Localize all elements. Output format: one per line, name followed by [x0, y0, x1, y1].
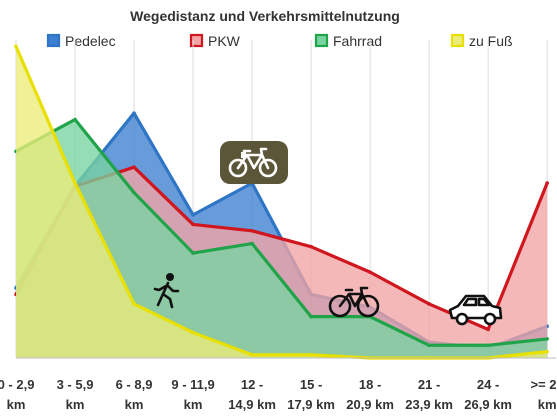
x-tick-label: >= 27 [531, 377, 557, 392]
legend-swatch-pedelec [46, 33, 61, 48]
point-pkw-9 [486, 327, 490, 332]
point-pedelec-4 [191, 213, 195, 217]
point-zu-fuß-10 [545, 349, 549, 354]
point-pkw-6 [309, 244, 313, 249]
x-tick-label: 3 - 5,9 [57, 377, 94, 392]
point-pkw-4 [191, 222, 195, 227]
point-pedelec-3 [132, 111, 136, 115]
legend-swatch-zu-fuß [450, 33, 465, 48]
point-fahrrad-2 [73, 117, 77, 122]
point-zu-fuß-1 [14, 44, 18, 49]
bicycle-icon [328, 286, 380, 318]
point-pkw-7 [368, 270, 372, 274]
x-tick-label: 14,9 km [228, 397, 276, 412]
area-zu-fuß [16, 46, 548, 359]
line-fahrrad [15, 117, 548, 347]
bicycle-icon [228, 147, 278, 178]
x-tick-label: 20,9 km [346, 397, 394, 412]
x-tick-label: km [538, 397, 557, 412]
point-fahrrad-3 [132, 190, 136, 195]
point-pkw-3 [132, 165, 136, 169]
legend-label-pedelec: Pedelec [65, 33, 116, 49]
legend-swatch-fahrrad [314, 33, 329, 48]
point-fahrrad-6 [309, 314, 313, 319]
point-fahrrad-5 [250, 241, 254, 246]
legend-label-fahrrad: Fahrrad [333, 33, 382, 49]
point-fahrrad-10 [545, 337, 549, 341]
area-fahrrad [16, 119, 548, 358]
x-tick-label: 17,9 km [287, 397, 335, 412]
point-zu-fuß-3 [132, 302, 136, 306]
point-pkw-8 [427, 302, 431, 306]
x-tick-label: 12 - [241, 377, 263, 392]
x-tick-label: 18 - [359, 377, 381, 392]
pedestrian-icon [153, 273, 180, 309]
x-tick-label: 24 - [477, 377, 499, 392]
point-fahrrad-9 [486, 343, 490, 348]
point-fahrrad-4 [191, 251, 195, 255]
x-axis: 0 - 2,9 km 3 - 5,9 km 6 - 8,9 km 9 - 11,9 km 12 … [0, 377, 557, 412]
x-tick-label: 23,9 km [405, 397, 453, 412]
x-tick-label: 21 - [418, 377, 440, 392]
x-tick-label: 9 - 11,9 [171, 377, 214, 392]
legend-swatch-pkw [189, 33, 204, 48]
chart-title: Wegedistanz und Verkehrsmittelnutzung [130, 8, 400, 24]
pedelec-icon [220, 141, 288, 184]
point-zu-fuß-5 [250, 353, 254, 357]
x-tick-label: 26,9 km [464, 397, 512, 412]
x-tick-label: 15 - [300, 377, 322, 392]
point-zu-fuß-2 [73, 181, 77, 185]
x-tick-label: km [184, 397, 203, 412]
x-tick-label: km [125, 397, 144, 412]
point-zu-fuß-6 [309, 353, 313, 357]
x-tick-label: km [7, 397, 26, 412]
legend-label-pkw: PKW [208, 33, 241, 49]
x-tick-label: 0 - 2,9 [0, 377, 34, 392]
pedelec-icon-box [220, 141, 288, 184]
plot-area [14, 44, 556, 360]
point-pkw-10 [545, 181, 549, 185]
point-pkw-5 [250, 229, 254, 233]
car-icon [448, 294, 503, 326]
legend: Pedelec PKW Fahrrad zu Fuß [46, 33, 513, 49]
x-tick-label: km [66, 397, 85, 412]
point-fahrrad-8 [427, 343, 431, 348]
x-tick-label: 6 - 8,9 [116, 377, 153, 392]
point-zu-fuß-4 [191, 330, 195, 335]
legend-label-zu-fuß: zu Fuß [469, 33, 513, 49]
